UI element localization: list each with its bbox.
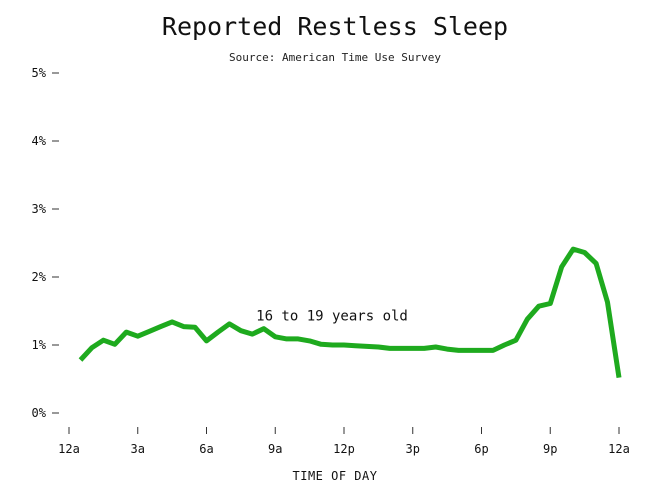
x-tick-label: 3p xyxy=(406,442,420,456)
y-tick-label: 3% xyxy=(32,202,47,216)
y-tick-label: 4% xyxy=(32,134,47,148)
x-tick-label: 12p xyxy=(333,442,355,456)
x-axis-label: TIME OF DAY xyxy=(292,469,378,483)
chart-subtitle: Source: American Time Use Survey xyxy=(229,51,441,64)
y-axis: 0% 1% 2% 3% 4% 5% xyxy=(32,66,59,420)
y-tick-label: 0% xyxy=(32,406,47,420)
y-tick-label: 1% xyxy=(32,338,47,352)
y-tick-label: 5% xyxy=(32,66,47,80)
x-tick-label: 9a xyxy=(268,442,282,456)
x-tick-label: 6a xyxy=(199,442,213,456)
x-tick-label: 6p xyxy=(474,442,488,456)
x-tick-label: 12a xyxy=(608,442,630,456)
x-tick-label: 12a xyxy=(58,442,80,456)
series-layer xyxy=(78,246,622,378)
x-axis: 12a 3a 6a 9a 12p 3p 6p 9p 12a xyxy=(58,427,630,456)
x-tick-label: 9p xyxy=(543,442,557,456)
annotation-label: 16 to 19 years old xyxy=(256,309,408,325)
x-tick-label: 3a xyxy=(131,442,145,456)
chart-title: Reported Restless Sleep xyxy=(161,12,509,41)
y-tick-label: 2% xyxy=(32,270,47,284)
series-line xyxy=(78,246,622,378)
